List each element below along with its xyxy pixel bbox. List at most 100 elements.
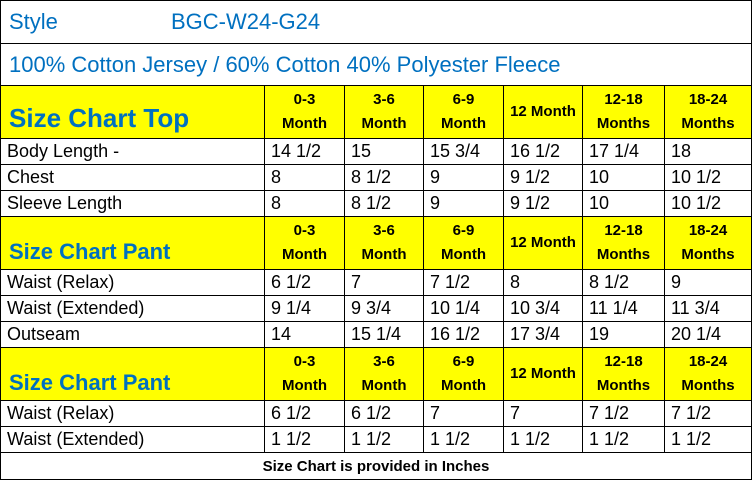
size-unit: Month bbox=[361, 246, 407, 263]
column-header: 12 Month bbox=[503, 216, 583, 270]
value: 16 1/2 bbox=[510, 141, 561, 161]
value-cell: 9 bbox=[664, 269, 752, 296]
size-unit: Month bbox=[361, 377, 407, 394]
value: 17 1/4 bbox=[589, 141, 640, 161]
column-header: 6-9 Month bbox=[423, 347, 504, 401]
column-header: 18-24 Months bbox=[664, 216, 752, 270]
value: 7 1/2 bbox=[671, 403, 712, 423]
column-header: 0-3 Month bbox=[264, 216, 345, 270]
value: 8 bbox=[510, 272, 521, 292]
measure: Waist (Relax) bbox=[7, 272, 115, 292]
section-title: Size Chart Pant bbox=[9, 239, 171, 264]
size-label: 12 Month bbox=[510, 234, 576, 251]
value-cell: 9 1/2 bbox=[503, 164, 583, 191]
measure: Waist (Extended) bbox=[7, 429, 145, 449]
column-header: 6-9 Month bbox=[423, 85, 504, 139]
value-cell: 8 bbox=[503, 269, 583, 296]
value: 7 1/2 bbox=[589, 403, 630, 423]
value-cell: 1 1/2 bbox=[664, 426, 752, 453]
size-range: 6-9 bbox=[452, 353, 475, 370]
measure: Chest bbox=[7, 167, 55, 187]
size-unit: Months bbox=[681, 246, 735, 263]
value: 7 bbox=[351, 272, 362, 292]
measure: Body Length - bbox=[7, 141, 120, 161]
measure: Waist (Extended) bbox=[7, 298, 145, 318]
section-title: Size Chart Top bbox=[9, 103, 190, 133]
value-cell: 18 bbox=[664, 138, 752, 165]
value-cell: 10 1/2 bbox=[664, 190, 752, 217]
value: 1 1/2 bbox=[351, 429, 392, 449]
value-cell: 10 1/4 bbox=[423, 295, 504, 322]
column-header: 18-24 Months bbox=[664, 85, 752, 139]
value: 10 bbox=[589, 193, 610, 213]
value-cell: 10 bbox=[582, 164, 665, 191]
column-header: 18-24 Months bbox=[664, 347, 752, 401]
value-cell: 7 bbox=[344, 269, 424, 296]
value-cell: 1 1/2 bbox=[582, 426, 665, 453]
value: 10 1/2 bbox=[671, 193, 722, 213]
value-cell: 11 3/4 bbox=[664, 295, 752, 322]
measure-cell: Waist (Extended) bbox=[0, 426, 265, 453]
value-cell: 16 1/2 bbox=[503, 138, 583, 165]
value-cell: 19 bbox=[582, 321, 665, 348]
size-range: 0-3 bbox=[293, 91, 316, 108]
value: 8 1/2 bbox=[351, 167, 392, 187]
value: 8 1/2 bbox=[351, 193, 392, 213]
value-cell: 6 1/2 bbox=[264, 400, 345, 427]
size-range: 6-9 bbox=[452, 222, 475, 239]
value: 15 bbox=[351, 141, 372, 161]
value: 15 1/4 bbox=[351, 324, 402, 344]
value: 8 bbox=[271, 193, 282, 213]
value: 9 bbox=[671, 272, 682, 292]
measure-cell: Waist (Relax) bbox=[0, 269, 265, 296]
value-cell: 1 1/2 bbox=[423, 426, 504, 453]
measure: Sleeve Length bbox=[7, 193, 123, 213]
size-unit: Month bbox=[282, 246, 327, 263]
value: 14 bbox=[271, 324, 292, 344]
value-cell: 9 bbox=[423, 190, 504, 217]
column-header: 3-6 Month bbox=[344, 85, 424, 139]
value-cell: 7 bbox=[503, 400, 583, 427]
value-cell: 7 1/2 bbox=[423, 269, 504, 296]
column-header: 3-6 Month bbox=[344, 216, 424, 270]
value: 11 1/4 bbox=[589, 298, 638, 318]
value-cell: 9 1/4 bbox=[264, 295, 345, 322]
size-unit: Month bbox=[282, 115, 327, 132]
size-range: 0-3 bbox=[293, 353, 316, 370]
style-code: BGC-W24-G24 bbox=[171, 9, 321, 34]
value-cell: 17 1/4 bbox=[582, 138, 665, 165]
size-range: 0-3 bbox=[293, 222, 316, 239]
value: 11 3/4 bbox=[671, 298, 720, 318]
value: 17 3/4 bbox=[510, 324, 561, 344]
section-title: Size Chart Pant bbox=[9, 370, 171, 395]
value: 10 1/4 bbox=[430, 298, 481, 318]
value: 7 bbox=[430, 403, 441, 423]
footer-row: Size Chart is provided in Inches bbox=[0, 452, 752, 480]
section-heading: Size Chart Pant bbox=[0, 216, 265, 270]
value: 9 bbox=[430, 167, 441, 187]
size-range: 18-24 bbox=[688, 91, 728, 108]
value-cell: 20 1/4 bbox=[664, 321, 752, 348]
measure-cell: Chest bbox=[0, 164, 265, 191]
size-unit: Month bbox=[441, 377, 486, 394]
value: 9 1/4 bbox=[271, 298, 312, 318]
value-cell: 9 1/2 bbox=[503, 190, 583, 217]
value-cell: 10 3/4 bbox=[503, 295, 583, 322]
value-cell: 6 1/2 bbox=[264, 269, 345, 296]
value-cell: 15 3/4 bbox=[423, 138, 504, 165]
size-unit: Month bbox=[441, 115, 486, 132]
size-range: 3-6 bbox=[373, 222, 395, 239]
value: 7 1/2 bbox=[430, 272, 471, 292]
value-cell: 1 1/2 bbox=[503, 426, 583, 453]
value: 9 3/4 bbox=[351, 298, 392, 318]
value-cell: 8 bbox=[264, 164, 345, 191]
size-range: 3-6 bbox=[373, 353, 395, 370]
value: 16 1/2 bbox=[430, 324, 481, 344]
measure: Outseam bbox=[7, 324, 81, 344]
value-cell: 11 1/4 bbox=[582, 295, 665, 322]
value: 8 bbox=[271, 167, 282, 187]
value: 7 bbox=[510, 403, 521, 423]
value: 1 1/2 bbox=[430, 429, 471, 449]
measure: Waist (Relax) bbox=[7, 403, 115, 423]
